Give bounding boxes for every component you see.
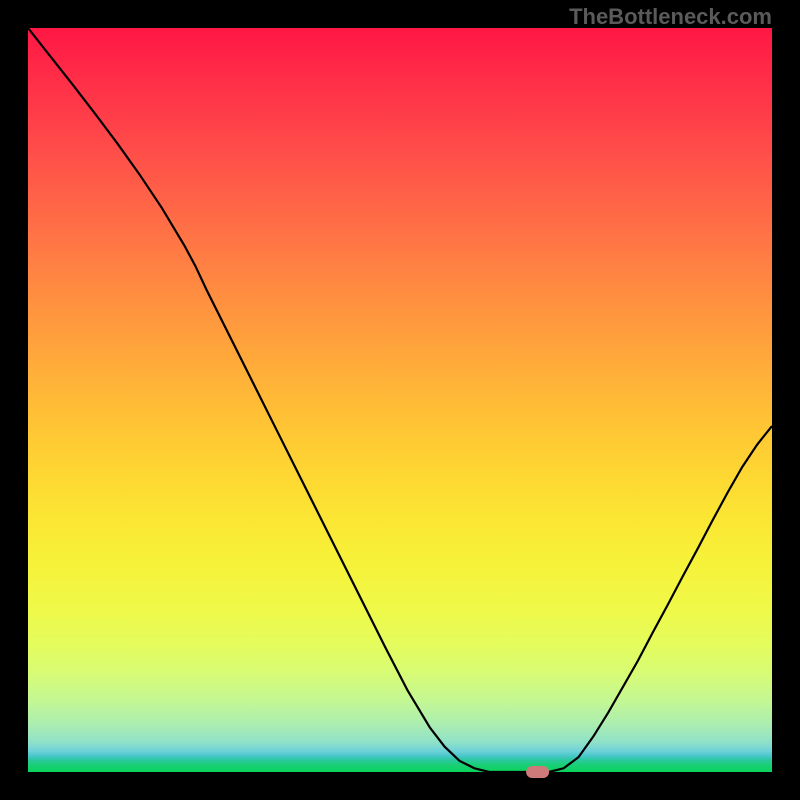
plot-area [28, 28, 772, 772]
watermark-text: TheBottleneck.com [569, 4, 772, 30]
bottleneck-curve [28, 28, 772, 772]
optimal-marker [526, 766, 550, 778]
chart-container: TheBottleneck.com [0, 0, 800, 800]
